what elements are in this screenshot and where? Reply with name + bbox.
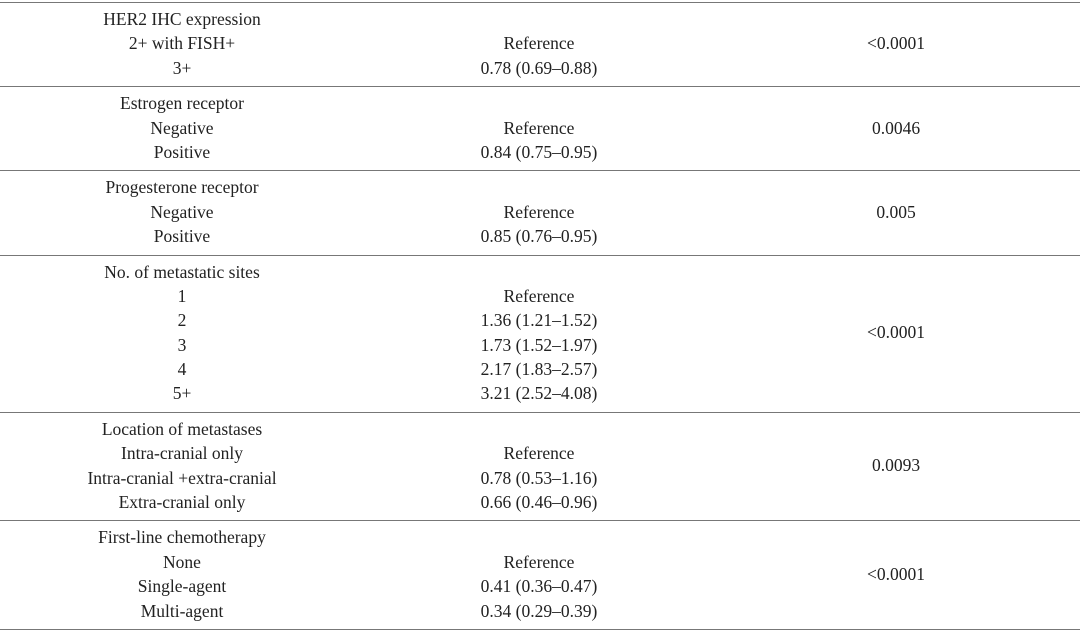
hazard-ratio: 3.21 (2.52–4.08) [480, 383, 598, 404]
p-value: <0.0001 [867, 322, 925, 343]
hazard-ratio: Reference [503, 33, 575, 54]
label-column: Location of metastases Intra-cranial only… [0, 417, 364, 515]
hr-column: Reference 0.78 (0.53–1.16) 0.66 (0.46–0.96… [364, 417, 714, 515]
group-header: No. of metastatic sites [104, 261, 260, 282]
row-label: 3+ [172, 57, 192, 78]
row-label: Intra-cranial only [121, 443, 243, 464]
row-label: 1 [177, 285, 187, 306]
p-value: <0.0001 [867, 33, 925, 54]
p-column: <0.0001 [714, 260, 1078, 406]
table-group: No. of metastatic sites 1 2 3 4 5+ Reference 1.… [0, 256, 1080, 413]
row-label: 3 [177, 334, 187, 355]
hr-column: Reference 0.85 (0.76–0.95) [364, 175, 714, 248]
spacer [364, 175, 714, 199]
hazard-ratio: 0.66 (0.46–0.96) [480, 492, 598, 513]
group-header: Estrogen receptor [120, 93, 244, 114]
row-label: Single-agent [137, 576, 227, 597]
hr-column: Reference 0.78 (0.69–0.88) [364, 7, 714, 80]
hazard-ratio: Reference [503, 201, 575, 222]
hazard-ratio: 0.78 (0.53–1.16) [480, 467, 598, 488]
p-value: 0.005 [876, 201, 916, 222]
hazard-ratio: Reference [503, 285, 575, 306]
row-label: 2+ with FISH+ [128, 33, 236, 54]
row-label: 5+ [172, 383, 192, 404]
hazard-ratio: Reference [503, 443, 575, 464]
table-group: HER2 IHC expression 2+ with FISH+ 3+ Refere… [0, 3, 1080, 88]
p-value: 0.0046 [871, 117, 921, 138]
p-column: 0.005 [714, 175, 1078, 248]
p-value: <0.0001 [867, 564, 925, 584]
group-header: Location of metastases [101, 418, 263, 439]
row-label: Extra-cranial only [118, 492, 246, 513]
spacer [364, 91, 714, 115]
hazard-ratio: 1.73 (1.52–1.97) [480, 334, 598, 355]
row-label: Negative [150, 201, 214, 222]
hazard-ratio: Reference [503, 551, 575, 572]
group-header: First-line chemotherapy [98, 527, 266, 548]
hr-column: Reference 0.41 (0.36–0.47) 0.34 (0.29–0.39… [364, 525, 714, 623]
hazard-ratio: 0.84 (0.75–0.95) [480, 141, 598, 162]
row-label: Positive [153, 141, 211, 162]
spacer [364, 525, 714, 549]
hazard-ratio: 0.78 (0.69–0.88) [480, 57, 598, 78]
table-group: Location of metastases Intra-cranial only… [0, 413, 1080, 522]
label-column: Progesterone receptor Negative Positive [0, 175, 364, 248]
p-column: 0.0093 [714, 417, 1078, 515]
label-column: First-line chemotherapy None Single-agent M… [0, 525, 364, 623]
row-label: 2 [177, 310, 187, 331]
label-column: HER2 IHC expression 2+ with FISH+ 3+ [0, 7, 364, 80]
row-label: Positive [153, 226, 211, 247]
hazard-ratio: 2.17 (1.83–2.57) [480, 359, 598, 380]
table-group: Progesterone receptor Negative Positive Ref… [0, 171, 1080, 256]
row-label: None [163, 551, 201, 572]
label-column: No. of metastatic sites 1 2 3 4 5+ [0, 260, 364, 406]
hazard-ratio: 0.34 (0.29–0.39) [480, 600, 598, 621]
group-header: HER2 IHC expression [103, 9, 261, 29]
label-column: Estrogen receptor Negative Positive [0, 91, 364, 164]
hazard-ratio: Reference [503, 117, 575, 138]
row-label: Intra-cranial +extra-cranial [87, 467, 277, 488]
row-label: 4 [177, 359, 187, 380]
p-column: <0.0001 [714, 7, 1078, 80]
spacer [364, 7, 714, 31]
p-column: 0.0046 [714, 91, 1078, 164]
hr-column: Reference 0.84 (0.75–0.95) [364, 91, 714, 164]
spacer [364, 417, 714, 441]
row-label: Negative [150, 117, 214, 138]
hazard-ratio: 1.36 (1.21–1.52) [480, 310, 598, 331]
hazard-ratio: 0.41 (0.36–0.47) [480, 576, 598, 597]
hazard-ratio: 0.85 (0.76–0.95) [480, 226, 598, 247]
group-header: Progesterone receptor [105, 177, 259, 198]
hr-column: Reference 1.36 (1.21–1.52) 1.73 (1.52–1.97… [364, 260, 714, 406]
table-group: Estrogen receptor Negative Positive Referen… [0, 87, 1080, 172]
spacer [364, 260, 714, 284]
row-label: Multi-agent [140, 600, 224, 621]
p-column: <0.0001 [714, 525, 1078, 623]
table-group: First-line chemotherapy None Single-agent M… [0, 521, 1080, 630]
p-value: 0.0093 [871, 455, 921, 476]
